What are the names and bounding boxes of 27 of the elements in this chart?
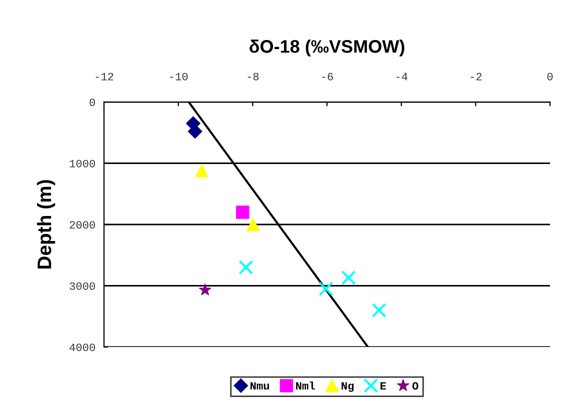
legend-label: O: [412, 382, 418, 390]
legend-label: Ng: [342, 382, 354, 392]
point: [236, 206, 250, 219]
y-tick-label: 3000: [70, 282, 95, 290]
x-tick-label: -12: [96, 72, 114, 80]
y-tick-label: 1000: [70, 160, 95, 168]
x-tick-label: -6: [322, 72, 333, 80]
x-tick-label: 0: [547, 72, 553, 80]
x-tick-label: -10: [170, 72, 188, 80]
legend-label: Nml: [296, 382, 315, 390]
x-tick-label: -4: [396, 72, 408, 80]
point: [195, 164, 208, 178]
legend-label: E: [380, 382, 386, 390]
point: [246, 218, 260, 232]
point: [372, 302, 386, 318]
y-axis-title: Depth (m): [36, 180, 56, 269]
y-tick-label: 4000: [70, 344, 95, 352]
legend-label: Nmu: [250, 382, 269, 390]
point: [341, 270, 356, 286]
y-tick-label: 0: [90, 98, 95, 106]
point: [238, 260, 254, 275]
x-tick-label: -2: [470, 72, 482, 80]
point: [198, 283, 212, 296]
point: [318, 282, 334, 296]
x-tick-label: -8: [248, 72, 259, 80]
chart-title: δO-18 (‰VSMOW): [250, 40, 404, 56]
y-tick-label: 2000: [70, 221, 95, 229]
